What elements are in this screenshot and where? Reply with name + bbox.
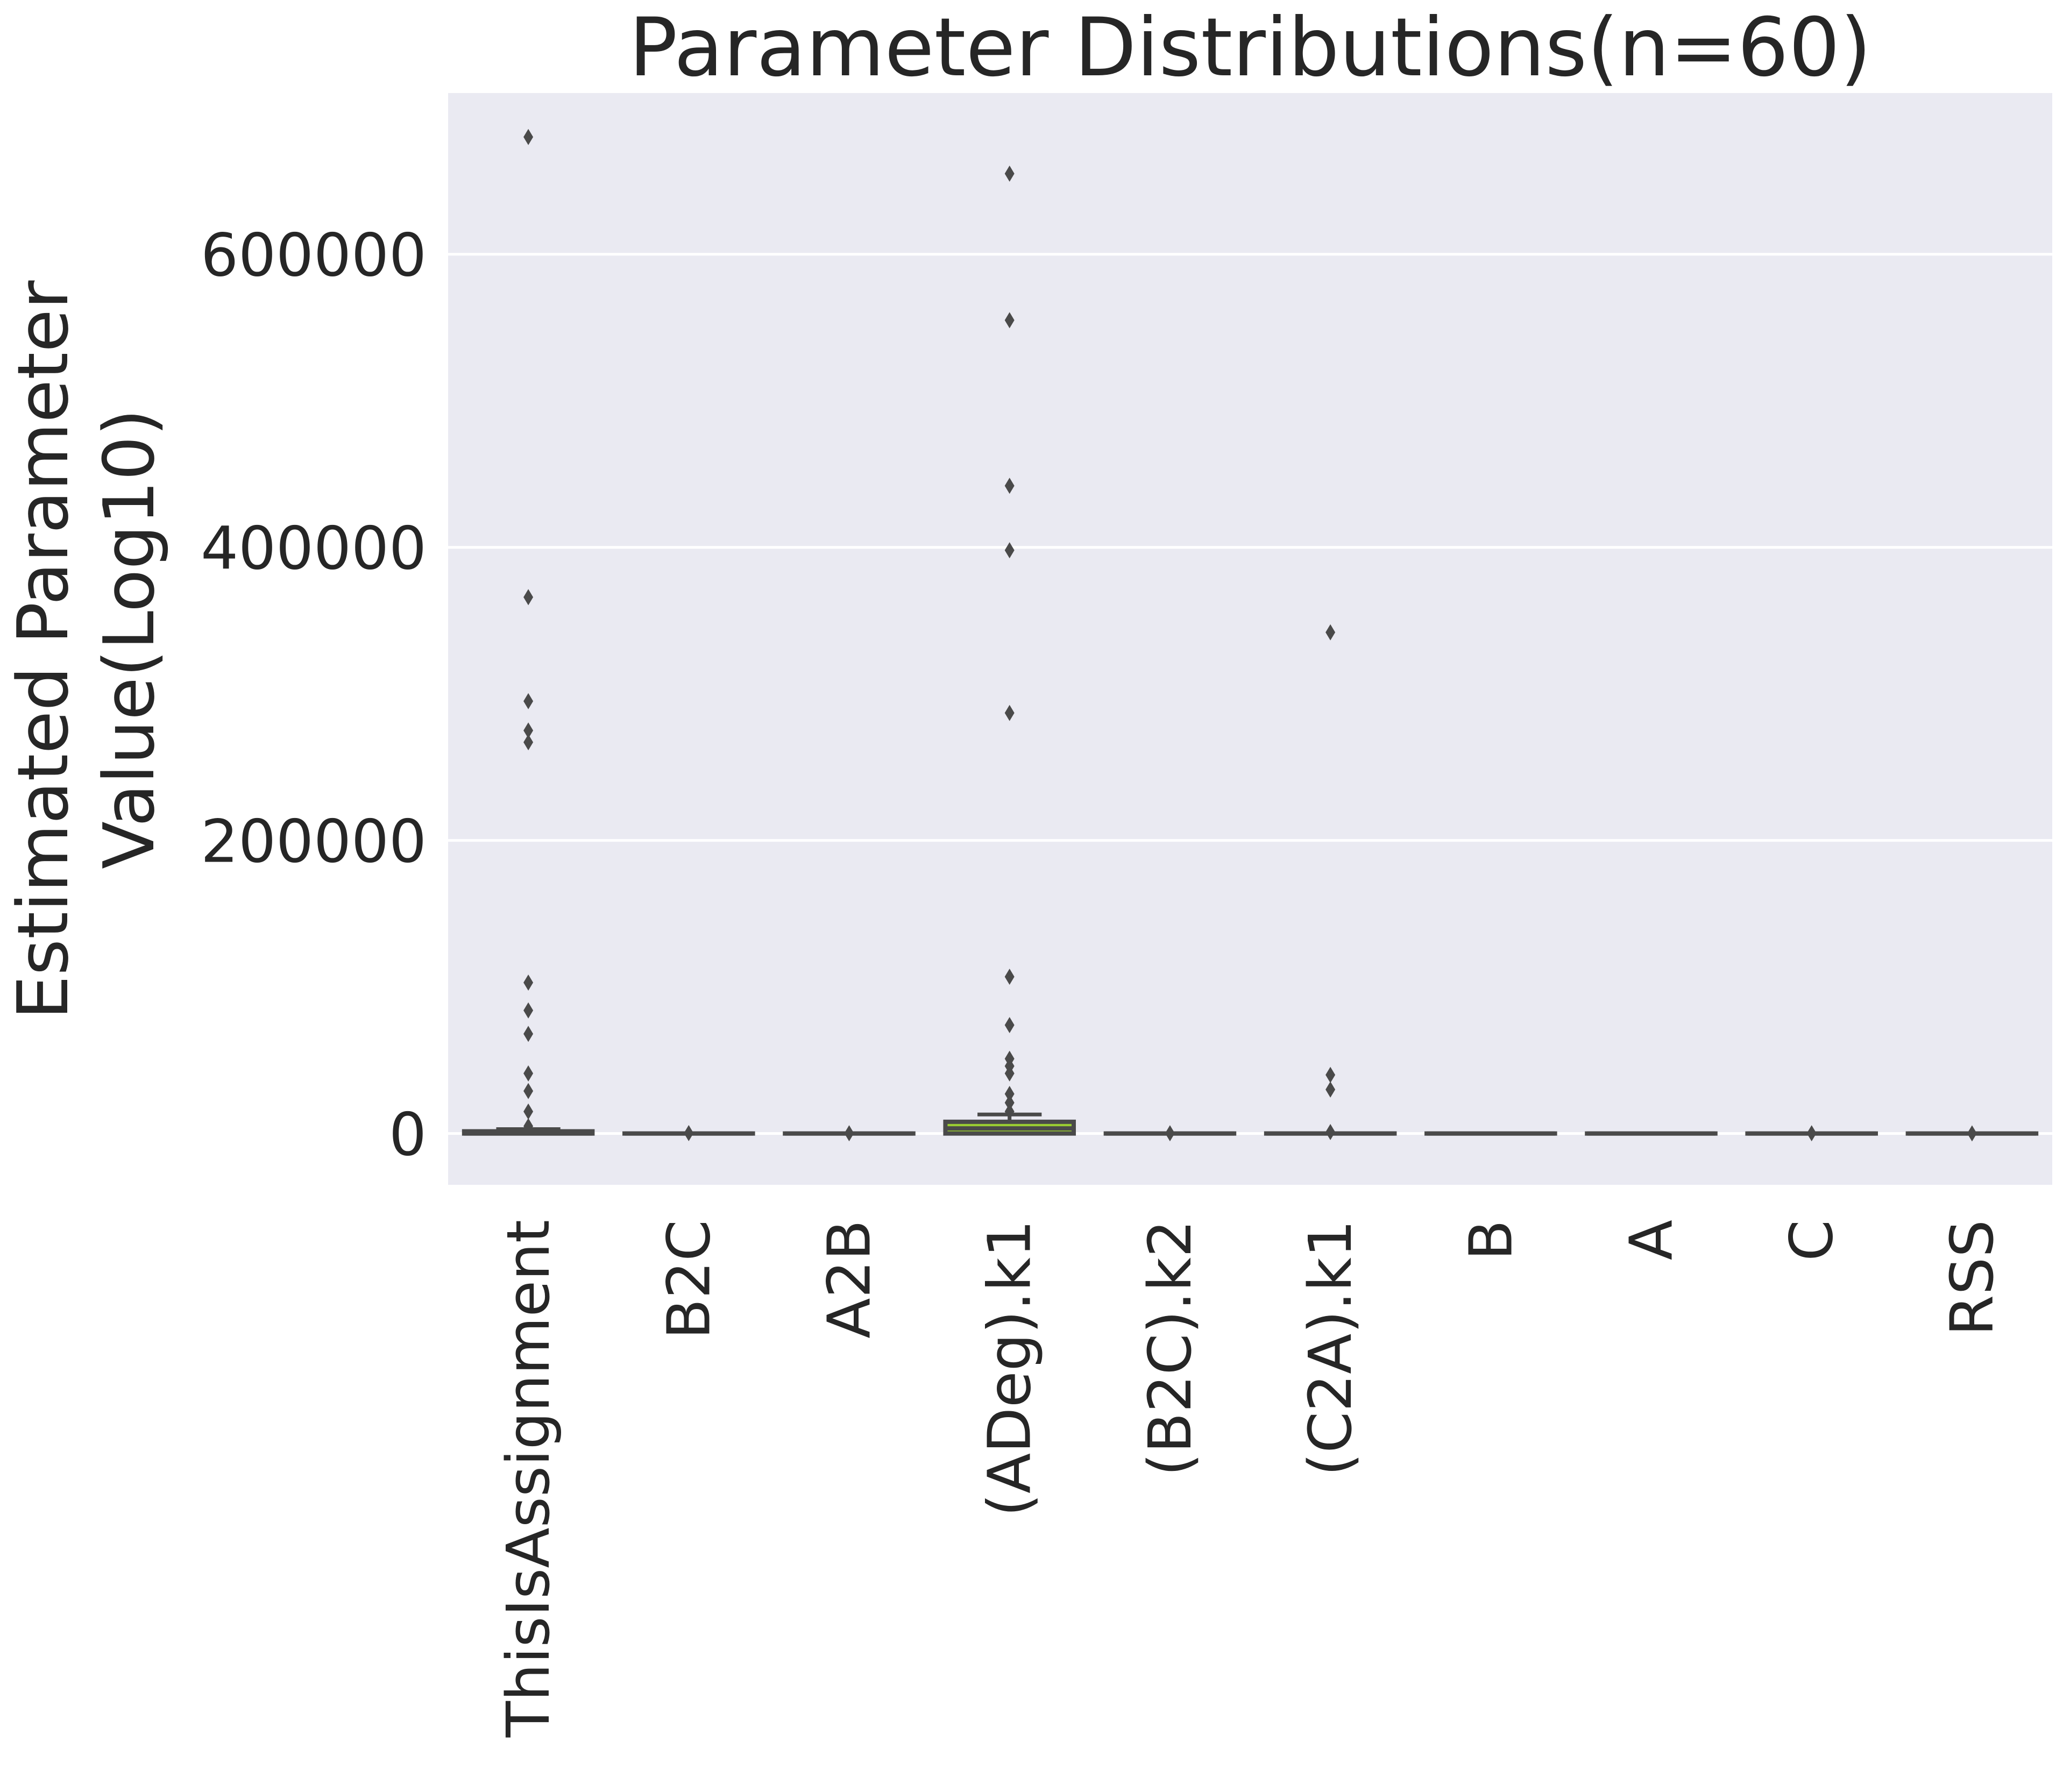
outlier-point	[1004, 312, 1015, 329]
outlier-point	[1004, 705, 1015, 721]
y-axis-label-line-1: Estimated Parameter	[2, 280, 84, 1020]
outlier-point	[523, 1002, 534, 1019]
x-tick-label: B	[1456, 1220, 1525, 1260]
box-series	[462, 129, 2039, 1142]
x-tick-label: B2C	[654, 1220, 723, 1339]
x-tick-label: (ADeg).k1	[975, 1220, 1044, 1517]
outlier-point	[1004, 969, 1015, 985]
x-tick-label: A2B	[815, 1220, 884, 1339]
outlier-point	[523, 1118, 534, 1135]
outlier-point	[1004, 1103, 1015, 1120]
outlier-point	[1165, 1125, 1175, 1142]
x-tick-label: A	[1617, 1220, 1686, 1260]
box-group	[1103, 1125, 1237, 1142]
outlier-point	[1004, 542, 1015, 559]
outlier-point	[1325, 1081, 1336, 1098]
y-axis-label: Estimated Parameter Value(Log10)	[2, 258, 170, 1020]
x-tick-label: (B2C).k2	[1136, 1220, 1204, 1476]
box-group	[1745, 1125, 1878, 1142]
outlier-point	[523, 722, 534, 739]
box-group	[622, 1125, 755, 1141]
outlier-point	[523, 1026, 534, 1042]
outlier-point	[1004, 1094, 1015, 1111]
box-group	[943, 165, 1076, 1136]
y-tick-label: 0	[389, 1100, 427, 1169]
outlier-point	[523, 693, 534, 709]
outlier-point	[1004, 478, 1015, 494]
box-group	[1905, 1125, 2039, 1142]
outlier-point	[523, 974, 534, 991]
outlier-point	[523, 1103, 534, 1120]
plot-background	[448, 93, 2052, 1185]
y-tick-label: 400000	[201, 514, 427, 583]
outlier-point	[1806, 1125, 1817, 1142]
y-axis-label-line-2: Value(Log10)	[88, 409, 170, 869]
outlier-point	[523, 734, 534, 751]
x-tick-label: C	[1777, 1220, 1846, 1261]
outlier-point	[1004, 1065, 1015, 1082]
outlier-point	[1325, 1066, 1336, 1083]
outlier-point	[844, 1125, 854, 1142]
x-tick-label: RSS	[1938, 1220, 2007, 1336]
y-tick-label: 200000	[201, 807, 427, 876]
box-group	[783, 1125, 916, 1142]
outlier-point	[1325, 624, 1336, 641]
x-tick-label: (C2A).k1	[1296, 1220, 1365, 1476]
box-group	[1264, 624, 1397, 1140]
outlier-point	[523, 1065, 534, 1082]
chart-title: Parameter Distributions(n=60)	[629, 1, 1871, 95]
outlier-point	[523, 589, 534, 606]
box-group	[462, 129, 595, 1136]
x-tick-label: ThisIsAssignment	[494, 1220, 563, 1738]
y-tick-labels: 0 200000 400000 600000	[201, 221, 427, 1169]
x-tick-labels: ThisIsAssignment B2C A2B (ADeg).k1 (B2C).k2 (…	[494, 1220, 2007, 1738]
y-tick-label: 600000	[201, 221, 427, 290]
outlier-point	[1967, 1125, 1977, 1142]
outlier-point	[1325, 1123, 1336, 1140]
outlier-point	[1004, 165, 1015, 182]
outlier-point	[1004, 1016, 1015, 1033]
outlier-point	[523, 1083, 534, 1099]
outlier-point	[684, 1125, 694, 1141]
outlier-point	[523, 129, 534, 145]
outlier-point	[1004, 1086, 1015, 1103]
